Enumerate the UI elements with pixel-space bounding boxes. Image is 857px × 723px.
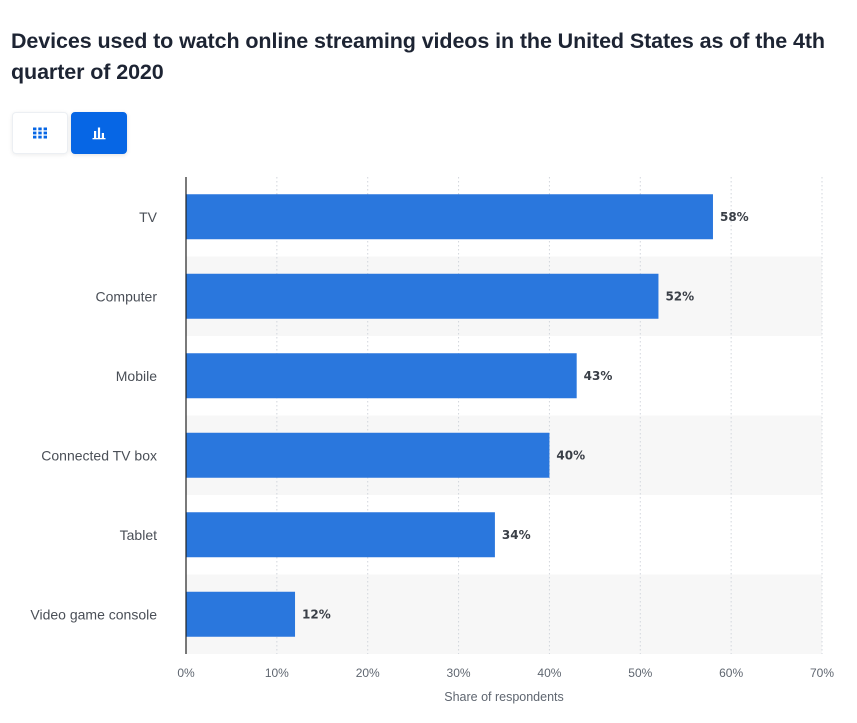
- data-label: 43%: [584, 369, 613, 383]
- bar: [186, 353, 577, 399]
- category-label: Mobile: [116, 368, 157, 384]
- category-label: Tablet: [120, 527, 157, 543]
- bar: [186, 194, 713, 240]
- bar: [186, 432, 550, 478]
- x-tick-label: 70%: [810, 666, 834, 680]
- category-label: Computer: [96, 288, 158, 304]
- table-view-button[interactable]: [12, 112, 68, 154]
- view-toggle-group: [12, 112, 127, 154]
- x-tick-label: 30%: [447, 666, 471, 680]
- data-label: 34%: [502, 528, 531, 542]
- chart-view-button[interactable]: [71, 112, 127, 154]
- x-tick-label: 50%: [628, 666, 652, 680]
- category-label: TV: [139, 209, 158, 225]
- data-label: 40%: [556, 448, 585, 462]
- grid-icon: [33, 127, 47, 139]
- x-tick-label: 40%: [537, 666, 561, 680]
- x-tick-label: 20%: [356, 666, 380, 680]
- data-label: 58%: [720, 210, 749, 224]
- x-tick-label: 10%: [265, 666, 289, 680]
- data-label: 12%: [302, 607, 331, 621]
- bar-chart-icon: [92, 127, 106, 140]
- x-tick-label: 60%: [719, 666, 743, 680]
- category-label: Connected TV box: [41, 447, 157, 463]
- page-title: Devices used to watch online streaming v…: [11, 29, 825, 84]
- bar: [186, 591, 296, 637]
- data-label: 52%: [665, 289, 694, 303]
- category-label: Video game console: [30, 606, 157, 622]
- bar: [186, 273, 659, 319]
- x-tick-label: 0%: [177, 666, 195, 680]
- bar: [186, 512, 495, 558]
- x-axis-title: Share of respondents: [444, 690, 564, 704]
